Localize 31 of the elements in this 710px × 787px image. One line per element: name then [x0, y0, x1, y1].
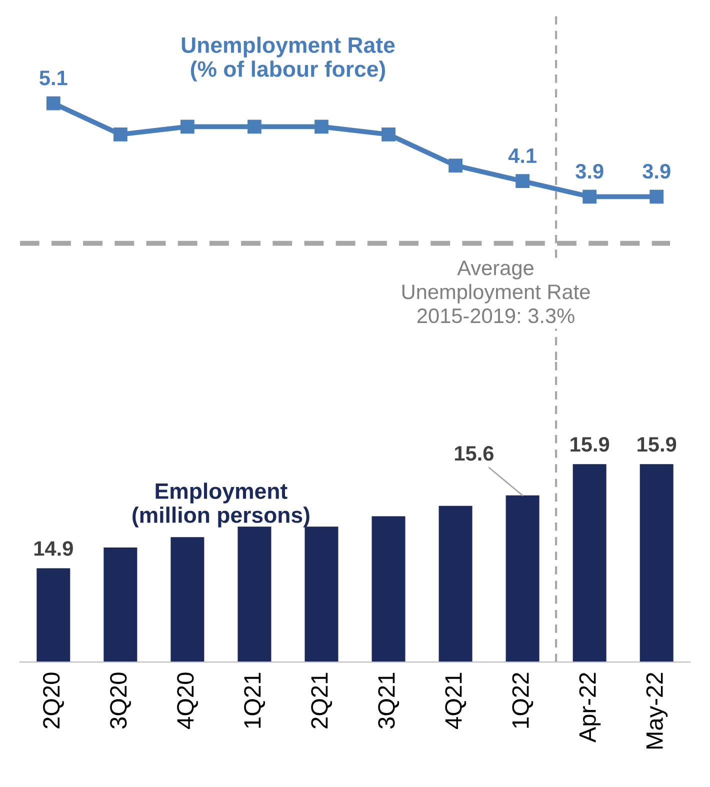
- point: [582, 190, 597, 204]
- x-tick-label: 4Q21: [445, 672, 466, 729]
- data-label: 15.9: [638, 436, 676, 452]
- x-tick-label: May-22: [646, 672, 668, 749]
- data-label: 15.6: [454, 446, 494, 461]
- x-tick-label: 1Q22: [512, 672, 534, 728]
- data-label: 14.9: [34, 541, 73, 556]
- data-label: 3.9: [642, 164, 670, 179]
- x-tick-label: 3Q20: [110, 672, 131, 729]
- x-tick-label: 2Q20: [43, 672, 64, 728]
- point: [516, 174, 530, 188]
- point: [650, 190, 664, 204]
- ref-line-label: Average Unemployment Rate 2015-2019: 3.3%: [402, 260, 590, 324]
- point: [180, 120, 194, 134]
- data-label: 5.1: [40, 70, 68, 86]
- x-tick-label: 2Q21: [311, 672, 332, 728]
- x-tick-label: 4Q20: [177, 672, 198, 729]
- x-tick-label: 3Q21: [378, 672, 400, 729]
- x-tick-label: Apr-22: [579, 672, 601, 743]
- point: [46, 96, 60, 110]
- data-label: 4.1: [508, 148, 536, 163]
- point: [314, 120, 328, 134]
- data-label: 15.9: [570, 436, 610, 452]
- text: Employment (million persons): [132, 482, 310, 528]
- x-tick-label: 1Q21: [244, 672, 266, 728]
- point: [248, 120, 262, 134]
- point: [448, 158, 462, 172]
- text: Unemployment Rate (% of labour force): [182, 36, 395, 82]
- point: [382, 127, 396, 142]
- point: [113, 127, 128, 142]
- data-label: 3.9: [576, 164, 604, 179]
